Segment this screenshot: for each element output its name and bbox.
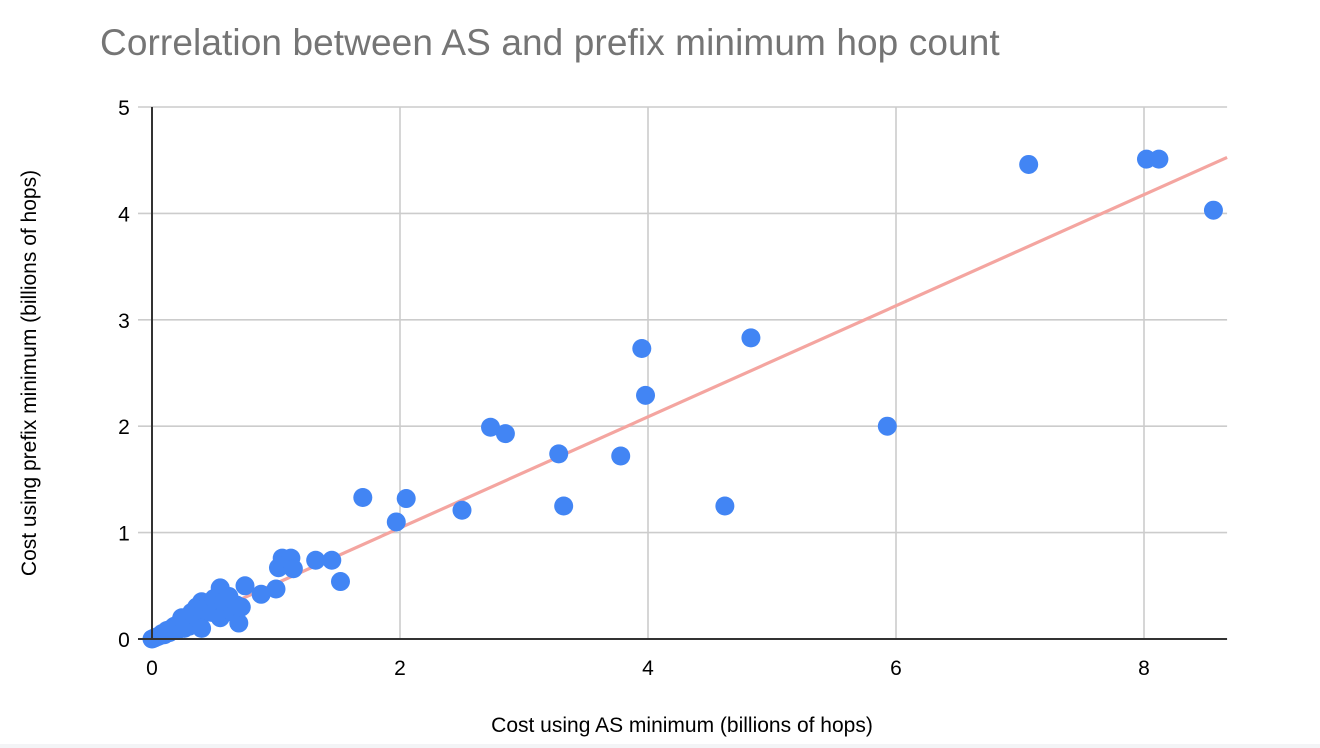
data-point bbox=[1019, 154, 1039, 174]
data-point bbox=[192, 618, 212, 638]
axis-ticks: 0 1 2 3 4 5 0 2 4 6 8 bbox=[118, 97, 1150, 680]
data-point bbox=[741, 328, 761, 348]
x-tick-label: 6 bbox=[890, 657, 902, 680]
y-tick-label: 1 bbox=[118, 523, 130, 546]
y-tick-label: 5 bbox=[118, 97, 130, 120]
data-point bbox=[396, 489, 416, 509]
y-tick-label: 4 bbox=[118, 203, 130, 226]
data-point bbox=[266, 579, 286, 599]
data-point bbox=[322, 550, 342, 570]
x-tick-label: 4 bbox=[642, 657, 654, 680]
data-point bbox=[636, 385, 656, 405]
data-point bbox=[715, 496, 735, 516]
gridlines bbox=[138, 106, 1228, 639]
data-point bbox=[611, 446, 631, 466]
data-point bbox=[549, 444, 569, 464]
y-tick-label: 0 bbox=[118, 629, 130, 652]
y-tick-label: 2 bbox=[118, 416, 130, 439]
data-point bbox=[481, 417, 501, 437]
data-point bbox=[353, 487, 373, 507]
data-point bbox=[330, 572, 350, 592]
x-tick-label: 8 bbox=[1138, 657, 1150, 680]
data-point bbox=[229, 613, 249, 633]
x-tick-label: 2 bbox=[394, 657, 406, 680]
data-point bbox=[1203, 200, 1223, 220]
data-points bbox=[142, 149, 1223, 649]
data-point bbox=[632, 339, 652, 359]
y-tick-label: 3 bbox=[118, 310, 130, 333]
x-tick-label: 0 bbox=[146, 657, 158, 680]
data-point bbox=[283, 559, 303, 579]
data-point bbox=[877, 416, 897, 436]
data-point bbox=[251, 584, 271, 604]
data-point bbox=[554, 496, 574, 516]
data-point bbox=[235, 576, 255, 596]
data-point bbox=[495, 424, 515, 444]
data-point bbox=[306, 550, 326, 570]
x-axis-label: Cost using AS minimum (billions of hops) bbox=[491, 714, 873, 737]
data-point bbox=[231, 597, 251, 617]
axes bbox=[138, 107, 1228, 640]
data-point bbox=[1149, 149, 1169, 169]
data-point bbox=[386, 512, 406, 532]
data-point bbox=[452, 500, 472, 520]
bottom-divider bbox=[0, 744, 1320, 748]
chart-title: Correlation between AS and prefix minimu… bbox=[100, 22, 1000, 63]
